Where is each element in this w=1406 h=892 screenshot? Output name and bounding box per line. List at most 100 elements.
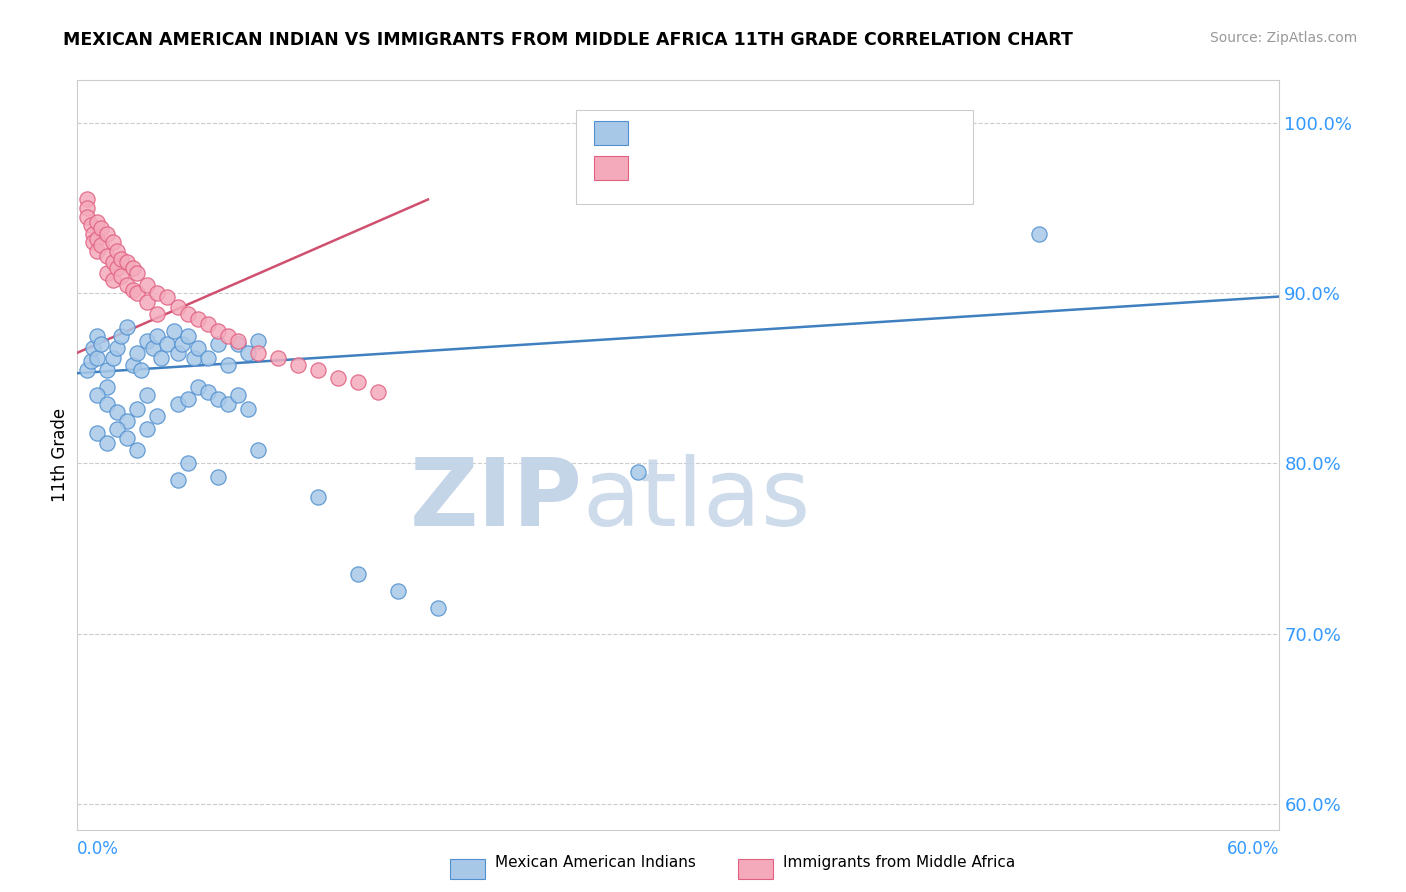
- Point: [176, 328, 198, 343]
- Point: [96, 266, 118, 280]
- Point: [86, 351, 108, 365]
- Point: [82, 235, 104, 249]
- Text: Source: ZipAtlas.com: Source: ZipAtlas.com: [1209, 31, 1357, 45]
- Point: [90, 238, 112, 252]
- Point: [207, 470, 229, 484]
- Text: R = 0.469   N = 47: R = 0.469 N = 47: [640, 155, 855, 175]
- Text: Mexican American Indians: Mexican American Indians: [495, 855, 696, 870]
- Point: [117, 277, 139, 292]
- Point: [170, 337, 193, 351]
- Point: [136, 388, 159, 402]
- Point: [267, 351, 290, 365]
- Text: 0.0%: 0.0%: [77, 839, 120, 858]
- Point: [226, 388, 249, 402]
- Point: [86, 328, 108, 343]
- Point: [236, 401, 259, 416]
- Text: R = 0.068   N = 63: R = 0.068 N = 63: [640, 120, 855, 140]
- Point: [176, 457, 198, 471]
- Text: ZIP: ZIP: [409, 454, 582, 546]
- Point: [80, 354, 103, 368]
- Point: [122, 260, 145, 275]
- Point: [186, 311, 209, 326]
- Point: [127, 345, 149, 359]
- Point: [146, 409, 169, 423]
- Point: [246, 442, 269, 457]
- Point: [86, 214, 108, 228]
- Point: [217, 358, 239, 372]
- Point: [236, 345, 259, 359]
- Point: [367, 384, 389, 399]
- Point: [110, 269, 132, 284]
- Point: [142, 341, 165, 355]
- Text: Immigrants from Middle Africa: Immigrants from Middle Africa: [783, 855, 1015, 870]
- Point: [150, 351, 173, 365]
- Point: [107, 422, 129, 436]
- Point: [217, 328, 239, 343]
- Point: [197, 384, 219, 399]
- Point: [326, 371, 349, 385]
- Point: [347, 375, 370, 389]
- Point: [76, 193, 98, 207]
- Point: [186, 341, 209, 355]
- Point: [96, 397, 118, 411]
- Point: [86, 232, 108, 246]
- Point: [103, 272, 125, 286]
- Point: [107, 244, 129, 258]
- Point: [82, 227, 104, 241]
- Point: [146, 307, 169, 321]
- Point: [127, 266, 149, 280]
- Point: [156, 337, 179, 351]
- Point: [86, 425, 108, 440]
- Point: [96, 227, 118, 241]
- Point: [131, 363, 153, 377]
- Point: [127, 286, 149, 301]
- Point: [117, 414, 139, 428]
- Point: [86, 244, 108, 258]
- Point: [122, 283, 145, 297]
- Point: [117, 320, 139, 334]
- Point: [90, 221, 112, 235]
- Point: [76, 363, 98, 377]
- FancyBboxPatch shape: [595, 121, 628, 145]
- Point: [162, 324, 184, 338]
- Point: [166, 397, 188, 411]
- Point: [96, 249, 118, 263]
- Point: [82, 341, 104, 355]
- Point: [103, 235, 125, 249]
- Point: [207, 337, 229, 351]
- Point: [186, 380, 209, 394]
- Point: [90, 337, 112, 351]
- Point: [207, 324, 229, 338]
- Point: [127, 401, 149, 416]
- Point: [103, 255, 125, 269]
- Point: [307, 363, 329, 377]
- Y-axis label: 11th Grade: 11th Grade: [51, 408, 69, 502]
- Point: [427, 601, 450, 615]
- Point: [96, 436, 118, 450]
- Point: [76, 201, 98, 215]
- Point: [136, 422, 159, 436]
- Point: [110, 252, 132, 266]
- Point: [127, 442, 149, 457]
- Point: [307, 491, 329, 505]
- Point: [136, 294, 159, 309]
- Point: [107, 405, 129, 419]
- Point: [122, 358, 145, 372]
- Point: [103, 351, 125, 365]
- Point: [166, 345, 188, 359]
- Point: [76, 210, 98, 224]
- Text: 60.0%: 60.0%: [1227, 839, 1279, 858]
- Point: [117, 431, 139, 445]
- Point: [136, 334, 159, 348]
- Point: [347, 567, 370, 582]
- Point: [117, 255, 139, 269]
- Point: [156, 289, 179, 303]
- Point: [176, 307, 198, 321]
- Point: [197, 317, 219, 331]
- Point: [107, 260, 129, 275]
- Point: [107, 341, 129, 355]
- Point: [146, 328, 169, 343]
- Point: [96, 363, 118, 377]
- FancyBboxPatch shape: [576, 111, 973, 204]
- Point: [207, 392, 229, 406]
